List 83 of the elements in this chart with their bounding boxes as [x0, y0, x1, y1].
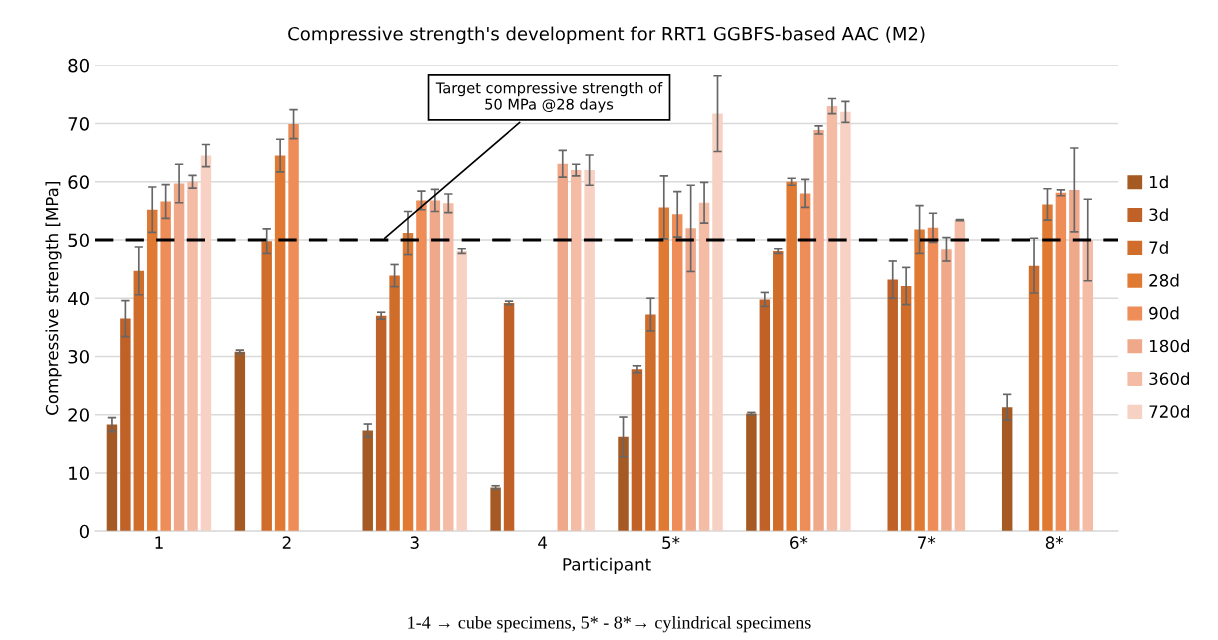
- x-tick-label: 5*: [662, 536, 680, 549]
- y-tick-label: 0: [79, 524, 89, 539]
- bar: [443, 203, 454, 532]
- legend-label: 28d: [1149, 273, 1179, 287]
- bar: [813, 129, 824, 532]
- bar: [389, 275, 400, 532]
- y-tick-label: 30: [68, 349, 89, 364]
- bar: [1055, 192, 1067, 532]
- y-tick-label: 20: [68, 408, 89, 422]
- y-tick-label: 80: [68, 58, 89, 73]
- bar: [173, 183, 185, 532]
- bar: [840, 111, 851, 532]
- bar: [557, 163, 568, 532]
- bar: [416, 200, 427, 532]
- ref-line-label: Target compressive strength of 50 MPa @28 days: [435, 82, 663, 113]
- x-tick-label: 7*: [918, 536, 936, 549]
- bar: [746, 413, 757, 532]
- bar: [658, 207, 670, 532]
- bar: [954, 220, 966, 532]
- bar: [584, 170, 595, 532]
- y-tick-label: 70: [68, 116, 89, 131]
- legend-label: 180d: [1149, 339, 1189, 353]
- x-tick-label: 6*: [790, 536, 808, 549]
- y-tick-label: 40: [68, 291, 89, 306]
- bar: [645, 314, 656, 532]
- bar: [274, 155, 286, 532]
- bar: [618, 436, 629, 532]
- bar: [671, 214, 683, 532]
- bar: [927, 227, 939, 532]
- legend-label: 720d: [1149, 404, 1189, 418]
- bar: [261, 241, 272, 532]
- bar: [826, 106, 838, 532]
- x-axis-title: Participant: [563, 557, 651, 574]
- bar: [1001, 407, 1013, 532]
- bar: [429, 200, 441, 532]
- bar: [1028, 265, 1040, 532]
- x-tick-label: 1: [155, 536, 163, 549]
- bar: [187, 181, 198, 532]
- bar: [120, 318, 131, 532]
- bar: [759, 299, 771, 532]
- y-tick-label: 60: [68, 175, 89, 189]
- bar: [941, 249, 952, 532]
- bar: [570, 170, 582, 532]
- bar: [712, 113, 723, 532]
- text: 1-4 → cube specimens, 5* - 8*→ cylindrical specimens: [408, 615, 811, 633]
- bar: [503, 302, 515, 532]
- x-tick-label: 4: [538, 536, 547, 549]
- bar: [490, 487, 501, 532]
- bar: [887, 279, 898, 532]
- bar: [799, 193, 811, 532]
- legend-label: 7d: [1149, 240, 1168, 254]
- legend-label: 360d: [1149, 372, 1189, 386]
- x-tick-label: 8*: [1045, 536, 1064, 549]
- chart-title: Compressive strength's development for RRT1 GGBFS-based AAC (M2): [288, 26, 925, 45]
- bar: [160, 201, 171, 532]
- bar: [362, 430, 373, 532]
- legend-label: 1d: [1149, 175, 1168, 189]
- bar: [685, 228, 696, 532]
- bar: [900, 286, 912, 532]
- bar: [1082, 240, 1093, 532]
- bar: [631, 369, 643, 532]
- x-tick-label: 2: [282, 536, 291, 549]
- bar: [375, 315, 387, 532]
- bar: [234, 351, 246, 532]
- bar: [1069, 189, 1080, 532]
- bar: [133, 270, 145, 532]
- bar: [147, 209, 158, 532]
- bar: [914, 229, 925, 532]
- bar: [288, 124, 299, 532]
- legend-label: 3d: [1149, 208, 1168, 222]
- bar: [456, 251, 467, 532]
- bar: [698, 202, 710, 532]
- y-tick-label: 10: [69, 466, 89, 481]
- bar: [1042, 204, 1053, 532]
- bar: [402, 233, 414, 532]
- legend-label: 90d: [1149, 306, 1179, 320]
- bar: [200, 155, 212, 532]
- x-tick-label: 3: [410, 536, 419, 549]
- y-axis-title: Compressive strength [MPa]: [45, 182, 62, 415]
- bar: [786, 181, 797, 532]
- bar: [773, 251, 784, 532]
- y-tick-label: 50: [68, 233, 89, 248]
- bar: [106, 424, 118, 532]
